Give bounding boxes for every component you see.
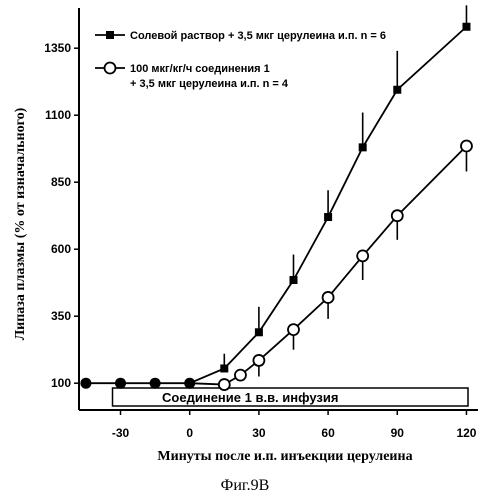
series-2-point [253,355,264,366]
series-2-point [219,379,230,390]
series-2-point [392,210,403,221]
series-3-point [80,378,91,389]
y-tick-label: 100 [51,376,71,390]
x-tick-label: -30 [112,426,130,440]
series-1-point [324,213,332,221]
y-tick-label: 1350 [44,41,71,55]
y-axis-title: Липаза плазмы (% от изначального) [13,107,28,340]
series-3 [80,378,195,389]
series-2-line [190,146,467,385]
x-tick-label: 30 [252,426,266,440]
y-tick-label: 1100 [45,108,71,122]
series-3-point [150,378,161,389]
series-1-point [289,276,297,284]
legend-label-2-line-2: + 3,5 мкг церулеина и.п. n = 4 [130,78,289,90]
x-tick-label: 90 [391,426,405,440]
series-3-point [184,378,195,389]
legend-label-1: Солевой раствор + 3,5 мкг церулеина и.п.… [130,30,386,42]
series-1-point [393,86,401,94]
series-3-point [115,378,126,389]
y-tick-label: 600 [51,242,71,256]
legend-marker-2 [105,63,116,74]
chart-ticks: 100 350 600 850 1100 1350 -30 0 30 60 90 120 [44,41,477,440]
chart-legend: Солевой раствор + 3,5 мкг церулеина и.п.… [95,30,386,90]
series-1-point [220,364,228,372]
infusion-bar-label: Соединение 1 в.в. инфузия [162,390,338,405]
series-2-point [288,324,299,335]
y-tick-label: 850 [51,175,71,189]
series-1 [190,5,471,383]
legend-label-2-line-1: 100 мкг/кг/ч соединения 1 [130,63,270,75]
infusion-bar-group: Соединение 1 в.в. инфузия [113,388,468,406]
series-1-point [359,143,367,151]
legend-marker-1 [106,31,114,39]
series-1-point [462,23,470,31]
series-2-point [461,141,472,152]
series-2-point [235,370,246,381]
x-axis-title: Минуты после и.п. инъекции церулеина [157,449,412,464]
series-1-point [255,328,263,336]
x-tick-label: 60 [321,426,335,440]
figure-caption: Фиг.9В [221,477,270,494]
series-2 [190,141,472,391]
series-2-point [323,292,334,303]
x-tick-label: 0 [186,426,193,440]
x-tick-label: 120 [456,426,476,440]
y-tick-label: 350 [51,309,71,323]
series-2-point [357,250,368,261]
